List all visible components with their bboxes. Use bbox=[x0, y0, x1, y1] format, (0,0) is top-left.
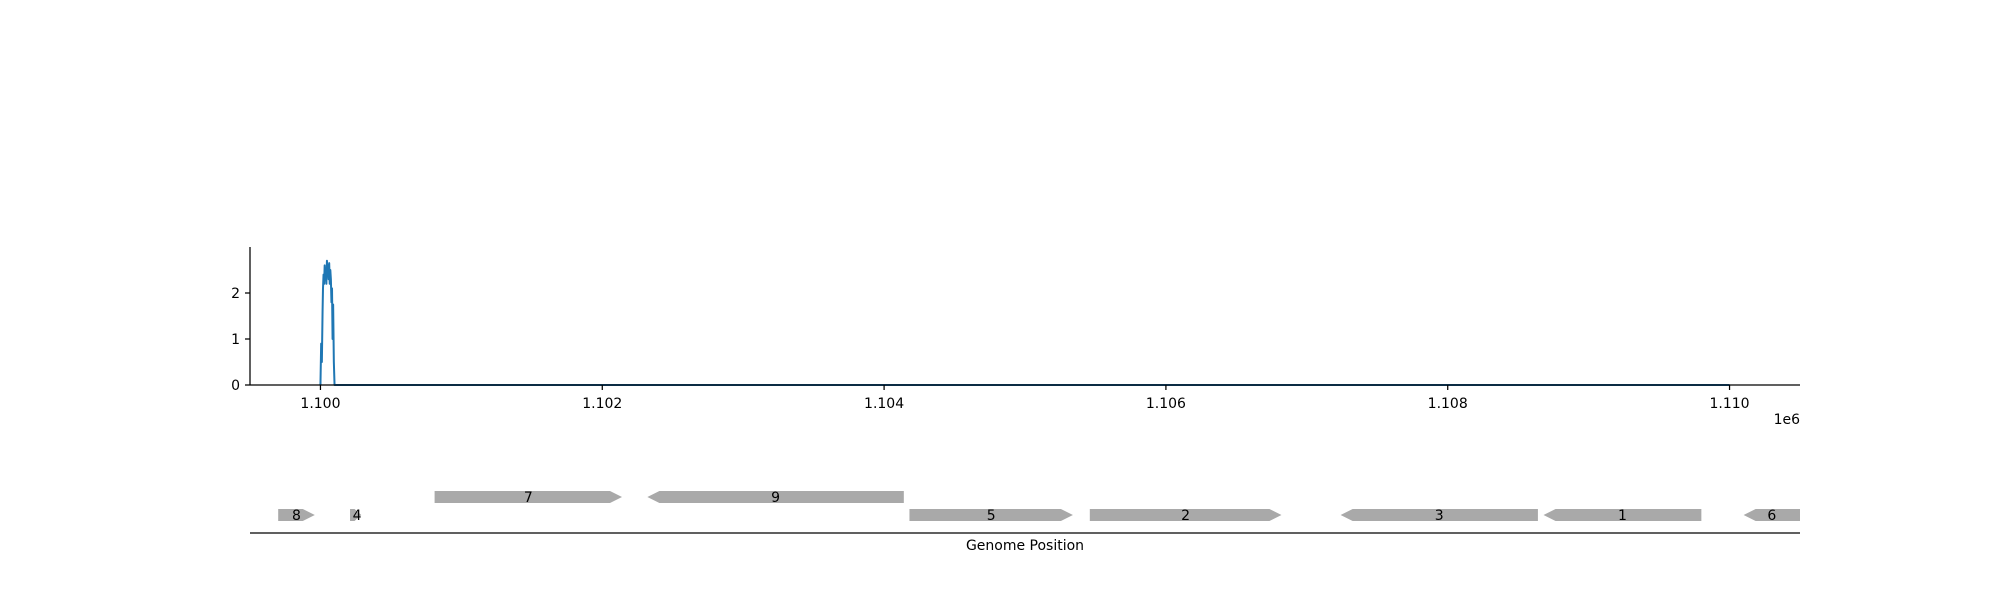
y-tick-label: 0 bbox=[231, 378, 240, 394]
x-tick-label: 1.110 bbox=[1709, 396, 1749, 412]
y-tick-label: 2 bbox=[231, 286, 240, 302]
gene-feature-arrow bbox=[350, 509, 362, 521]
gene-feature-label: 1 bbox=[1618, 508, 1627, 524]
x-tick-label: 1.106 bbox=[1146, 396, 1186, 412]
gene-feature-label: 3 bbox=[1435, 508, 1444, 524]
coverage-series-line bbox=[319, 259, 1730, 386]
x-tick-label: 1.102 bbox=[582, 396, 622, 412]
gene-feature-arrow bbox=[278, 509, 315, 521]
gene-feature-arrow bbox=[1340, 509, 1538, 521]
gene-map-panel: 8 4 7 9 5 2 3 1 6 Genome Position bbox=[250, 490, 1800, 554]
gene-feature-label: 5 bbox=[987, 508, 996, 524]
y-tick-label: 1 bbox=[231, 332, 240, 348]
gene-feature-label: 9 bbox=[771, 490, 780, 506]
gene-map-x-label: Genome Position bbox=[966, 538, 1084, 554]
x-tick-label: 1.100 bbox=[300, 396, 340, 412]
gene-feature-label: 7 bbox=[524, 490, 533, 506]
x-tick-label: 1.104 bbox=[864, 396, 904, 412]
x-tick-label: 1.108 bbox=[1428, 396, 1468, 412]
gene-feature-arrow bbox=[647, 491, 904, 503]
gene-feature-arrow bbox=[434, 491, 622, 503]
y-axis-ticks: 0 1 2 bbox=[231, 286, 250, 394]
gene-feature-label: 8 bbox=[292, 508, 301, 524]
gene-feature-arrow bbox=[909, 509, 1073, 521]
coverage-plot-area bbox=[319, 259, 1730, 386]
gene-feature-label: 4 bbox=[353, 508, 362, 524]
gene-features: 8 4 7 9 5 2 3 1 6 bbox=[278, 490, 1800, 524]
gene-feature-arrow bbox=[1089, 509, 1282, 521]
gene-feature-arrow bbox=[1543, 509, 1702, 521]
gene-feature-label: 6 bbox=[1767, 508, 1776, 524]
gene-feature-arrow bbox=[1743, 509, 1800, 521]
gene-feature-label: 2 bbox=[1181, 508, 1190, 524]
x-axis-ticks: 1.100 1.102 1.104 1.106 1.108 1.110 bbox=[300, 385, 1750, 412]
x-axis-offset-label: 1e6 bbox=[1774, 412, 1801, 428]
coverage-plot-panel: 1.100 1.102 1.104 1.106 1.108 1.110 0 1 2 1e6 bbox=[231, 247, 1800, 428]
